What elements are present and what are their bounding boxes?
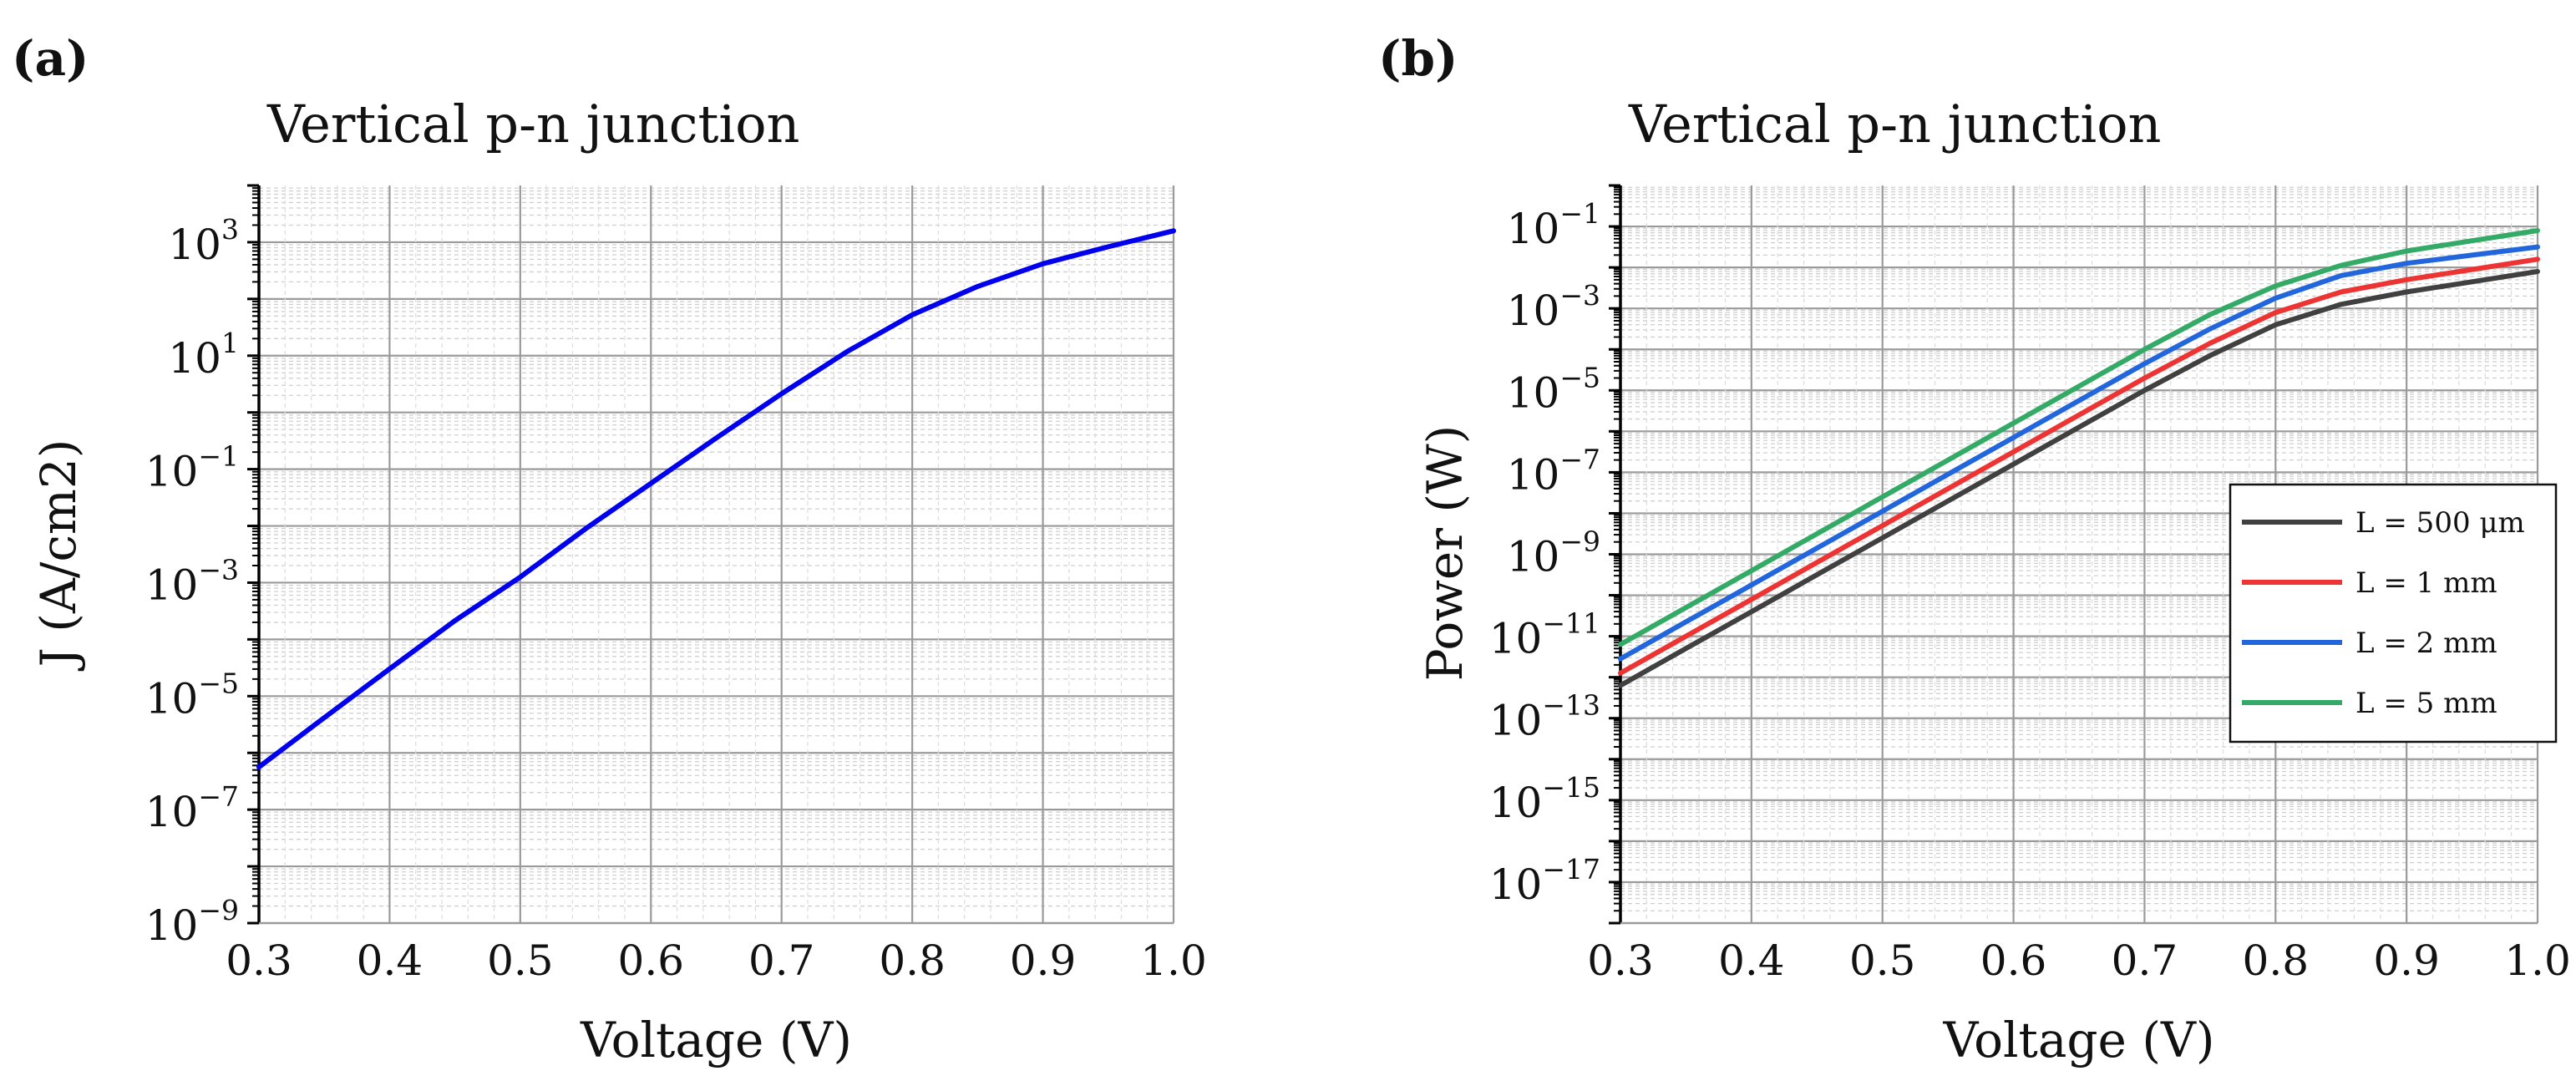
legend-entry: L = 2 mm [2355, 627, 2497, 660]
legend-box [2229, 483, 2558, 744]
y-tick-label: 103 [168, 213, 239, 269]
y-tick-base: 10 [168, 334, 221, 383]
y-tick-label: 10−3 [145, 553, 239, 609]
y-tick-base: 10 [1507, 533, 1560, 581]
x-tick-label: 0.5 [487, 936, 554, 985]
y-tick-base: 10 [168, 221, 221, 269]
x-tick-label: 0.6 [1980, 936, 2047, 985]
y-tick-base: 10 [1507, 287, 1560, 335]
series-line-0 [1618, 269, 2540, 688]
y-tick-exponent: −9 [198, 894, 239, 926]
y-tick-label: 10−11 [1489, 607, 1600, 663]
x-tick-label: 0.3 [1587, 936, 1654, 985]
y-tick-base: 10 [1489, 697, 1543, 745]
x-tick-label: 0.8 [2243, 936, 2310, 985]
y-tick-base: 10 [1489, 860, 1543, 909]
series-line-3 [1618, 228, 2540, 647]
x-tick-label: 0.9 [2373, 936, 2440, 985]
y-tick-exponent: −3 [198, 553, 239, 586]
y-tick-exponent: −13 [1542, 689, 1600, 722]
x-tick-label: 0.9 [1010, 936, 1077, 985]
y-tick-base: 10 [145, 448, 199, 496]
y-tick-label: 10−5 [1507, 361, 1600, 417]
x-tick-label: 0.7 [2112, 936, 2178, 985]
y-tick-label: 10−15 [1489, 771, 1600, 827]
y-tick-label: 10−13 [1489, 689, 1600, 745]
y-tick-exponent: −7 [1559, 443, 1600, 475]
y-tick-label: 10−17 [1489, 853, 1600, 909]
y-tick-base: 10 [1507, 450, 1560, 499]
y-tick-base: 10 [1489, 615, 1543, 663]
y-tick-exponent: −1 [1559, 197, 1600, 230]
y-tick-label: 10−9 [1507, 525, 1600, 581]
series-line-2 [1618, 244, 2540, 662]
y-axis-label: Power (W) [1417, 425, 1473, 682]
y-tick-exponent: −9 [1559, 525, 1600, 558]
x-tick-label: 0.6 [618, 936, 685, 985]
panel-b: (b)Vertical p-n junction10−110−310−510−7… [1378, 30, 2571, 1068]
y-tick-label: 10−5 [145, 667, 239, 723]
y-tick-label: 10−1 [145, 440, 239, 496]
x-axis-label: Voltage (V) [580, 1012, 852, 1068]
x-tick-label: 0.5 [1849, 936, 1916, 985]
x-tick-label: 1.0 [1140, 936, 1207, 985]
plot-title: Vertical p-n junction [266, 94, 799, 155]
legend-entry: L = 1 mm [2355, 566, 2497, 600]
y-tick-exponent: −11 [1542, 607, 1600, 640]
x-tick-label: 0.4 [1718, 936, 1785, 985]
y-tick-label: 101 [168, 327, 239, 383]
panel-label: (a) [12, 30, 89, 87]
x-tick-label: 0.4 [357, 936, 423, 985]
grid [257, 185, 1175, 925]
y-tick-base: 10 [145, 561, 199, 609]
y-axis-label: J (A/cm2) [30, 439, 87, 672]
panel-label: (b) [1378, 30, 1458, 87]
y-tick-label: 10−7 [145, 780, 239, 836]
y-tick-label: 10−1 [1507, 197, 1600, 253]
y-tick-base: 10 [1507, 368, 1560, 417]
y-tick-exponent: −5 [198, 667, 239, 699]
y-tick-exponent: 3 [221, 213, 239, 246]
y-tick-exponent: −3 [1559, 279, 1600, 312]
y-tick-exponent: −1 [198, 440, 239, 473]
y-tick-label: 10−7 [1507, 443, 1600, 499]
y-tick-exponent: −17 [1542, 853, 1600, 886]
y-tick-exponent: −15 [1542, 771, 1600, 804]
legend: L = 500 μm L = 1 mm L = 2 mm L = 5 mm [2229, 483, 2558, 744]
series-line-0 [256, 228, 1176, 770]
x-tick-label: 0.3 [226, 936, 292, 985]
y-tick-base: 10 [145, 788, 199, 836]
y-tick-label: 10−3 [1507, 279, 1600, 335]
legend-entry: L = 5 mm [2355, 687, 2497, 720]
y-tick-base: 10 [1489, 779, 1543, 827]
y-tick-base: 10 [145, 674, 199, 723]
y-tick-label: 10−9 [145, 894, 239, 950]
legend-entry: L = 500 μm [2355, 506, 2525, 540]
x-axis-label: Voltage (V) [1943, 1012, 2215, 1068]
y-tick-exponent: −5 [1559, 361, 1600, 393]
panel-a: (a)Vertical p-n junction10310110−110−310… [12, 30, 1207, 1068]
series-line-1 [1618, 256, 2540, 676]
y-tick-exponent: −7 [198, 780, 239, 813]
x-tick-label: 1.0 [2504, 936, 2571, 985]
x-tick-label: 0.8 [879, 936, 946, 985]
x-tick-label: 0.7 [748, 936, 815, 985]
y-tick-base: 10 [145, 901, 199, 950]
plot-title: Vertical p-n junction [1628, 94, 2161, 155]
y-tick-base: 10 [1507, 205, 1560, 253]
y-tick-exponent: 1 [221, 327, 239, 359]
